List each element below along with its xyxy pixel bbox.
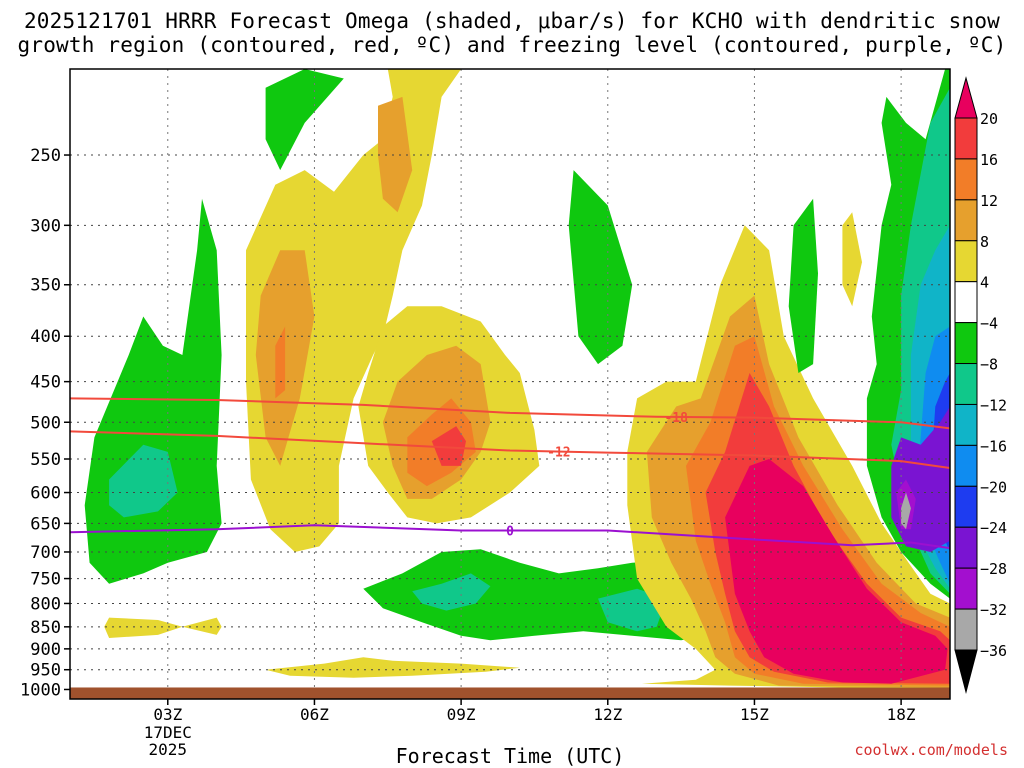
omega-region-24 — [725, 459, 948, 684]
colorbar-label-1: 16 — [980, 151, 998, 169]
x-date-label-0: 17DEC — [144, 723, 192, 742]
colorbar-top-arrow — [954, 76, 978, 119]
colorbar-segment-6 — [954, 363, 978, 405]
omega-region-0 — [104, 617, 183, 638]
omega-region-2 — [84, 198, 222, 584]
dotted-gridlines — [70, 69, 950, 688]
colorbar-segment-1 — [954, 158, 978, 201]
y-tick-label-600: 600 — [30, 484, 61, 504]
omega-region-26 — [788, 198, 818, 373]
x-tick-label-06Z: 06Z — [300, 705, 329, 724]
y-tick-label-250: 250 — [30, 146, 61, 166]
colorbar-segment-5 — [954, 322, 978, 365]
x-tick-label-03Z: 03Z — [153, 705, 182, 724]
colorbar-segment-0 — [954, 117, 978, 160]
colorbar-segment-12 — [954, 608, 978, 651]
omega-region-1 — [182, 617, 222, 635]
y-tick-label-900: 900 — [30, 640, 61, 660]
y-tick-label-700: 700 — [30, 543, 61, 563]
colorbar-label-5: −4 — [980, 315, 998, 333]
contour-0 — [70, 524, 950, 550]
colorbar-label-7: −12 — [980, 396, 1007, 414]
colorbar-label-9: −20 — [980, 478, 1007, 496]
y-tick-label-650: 650 — [30, 514, 61, 534]
x-tick-label-18Z: 18Z — [887, 705, 916, 724]
colorbar-segment-2 — [954, 199, 978, 242]
contour--12 — [70, 430, 950, 469]
ground-surface — [70, 687, 950, 699]
temperature-contours: -18 -12 0 — [70, 397, 950, 550]
omega-region-19 — [598, 588, 667, 632]
colorbar-bottom-arrow — [954, 649, 978, 694]
x-tick-label-15Z: 15Z — [740, 705, 769, 724]
y-tick-label-800: 800 — [30, 594, 61, 614]
omega-region-10 — [275, 326, 286, 399]
colorbar-segment-4 — [954, 281, 978, 324]
omega-region-18 — [412, 573, 491, 611]
y-tick-label-1000: 1000 — [20, 680, 61, 700]
omega-region-5 — [568, 170, 633, 365]
colorbar-label-13: −36 — [980, 642, 1007, 660]
colorbar-label-2: 12 — [980, 192, 998, 210]
omega-colorbar: 20 16 12 8 4 −4 −8 −12 −16 −20 −24 −28 −32 −36 — [954, 76, 1007, 694]
contour-label--12: -12 — [547, 446, 570, 461]
colorbar-label-8: −16 — [980, 437, 1007, 455]
x-axis-label: Forecast Time (UTC) — [395, 744, 625, 768]
y-tick-label-500: 500 — [30, 413, 61, 433]
y-tick-label-750: 750 — [30, 570, 61, 590]
colorbar-label-6: −8 — [980, 356, 998, 374]
omega-region-4 — [265, 69, 344, 171]
colorbar-segment-7 — [954, 403, 978, 446]
plot-axes: 2503003504004505005506006507007508008509… — [20, 68, 951, 759]
omega-region-34 — [901, 492, 911, 530]
colorbar-label-0: 20 — [980, 110, 998, 128]
colorbar-label-10: −24 — [980, 519, 1007, 537]
y-tick-label-450: 450 — [30, 373, 61, 393]
colorbar-label-3: 8 — [980, 233, 989, 251]
colorbar-segment-8 — [954, 444, 978, 487]
y-tick-label-550: 550 — [30, 450, 61, 470]
contour--18 — [70, 397, 950, 430]
contour-label--18: -18 — [664, 411, 688, 426]
contour-label-0: 0 — [506, 524, 514, 539]
plot-frame — [69, 68, 951, 700]
ground-fill — [70, 687, 950, 699]
omega-shaded-fills — [84, 69, 950, 690]
y-tick-label-400: 400 — [30, 327, 61, 347]
x-tick-label-09Z: 09Z — [447, 705, 476, 724]
colorbar-label-4: 4 — [980, 274, 989, 292]
omega-region-3 — [109, 444, 178, 518]
chart-title-line-1: 2025121701 HRRR Forecast Omega (shaded, … — [23, 9, 1001, 33]
colorbar-label-11: −28 — [980, 560, 1007, 578]
colorbar-segment-11 — [954, 567, 978, 610]
colorbar-segment-10 — [954, 526, 978, 569]
omega-region-15 — [431, 426, 466, 466]
y-tick-label-850: 850 — [30, 618, 61, 638]
omega-region-25 — [842, 212, 862, 307]
chart-title-line-2: growth region (contoured, red, ºC) and f… — [17, 33, 1007, 57]
x-tick-label-12Z: 12Z — [593, 705, 622, 724]
omega-region-8 — [246, 69, 462, 552]
credit-link[interactable]: coolwx.com/models — [854, 741, 1008, 759]
omega-region-16 — [265, 657, 520, 678]
y-tick-label-300: 300 — [30, 216, 61, 236]
colorbar-label-12: −32 — [980, 601, 1007, 619]
x-date-label-1: 2025 — [149, 740, 188, 759]
omega-region-11 — [378, 96, 413, 213]
y-tick-label-950: 950 — [30, 661, 61, 681]
colorbar-segment-3 — [954, 240, 978, 283]
colorbar-segment-9 — [954, 485, 978, 528]
y-tick-label-350: 350 — [30, 276, 61, 296]
